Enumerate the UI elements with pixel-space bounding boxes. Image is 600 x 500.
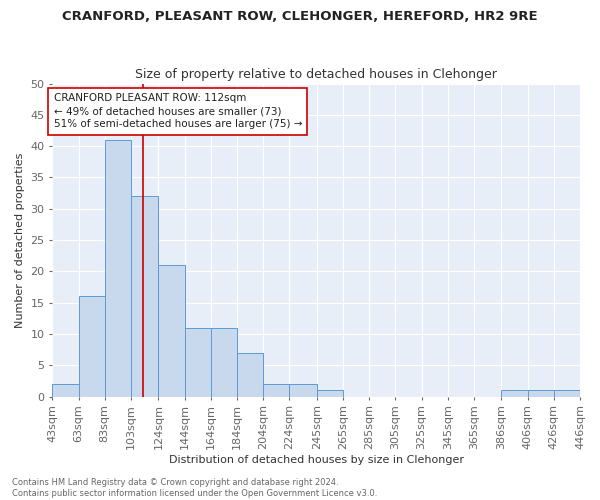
Bar: [237, 353, 263, 397]
Title: Size of property relative to detached houses in Clehonger: Size of property relative to detached ho…: [135, 68, 497, 81]
Bar: [211, 328, 237, 396]
Bar: [502, 390, 527, 396]
Bar: [527, 390, 554, 396]
Bar: [263, 384, 289, 396]
X-axis label: Distribution of detached houses by size in Clehonger: Distribution of detached houses by size …: [169, 455, 464, 465]
Y-axis label: Number of detached properties: Number of detached properties: [15, 152, 25, 328]
Bar: [185, 328, 211, 396]
Bar: [289, 384, 317, 396]
Text: CRANFORD PLEASANT ROW: 112sqm
← 49% of detached houses are smaller (73)
51% of s: CRANFORD PLEASANT ROW: 112sqm ← 49% of d…: [53, 93, 302, 130]
Bar: [52, 384, 79, 396]
Bar: [158, 265, 185, 396]
Bar: [317, 390, 343, 396]
Bar: [104, 140, 131, 396]
Bar: [79, 296, 104, 396]
Bar: [554, 390, 580, 396]
Text: CRANFORD, PLEASANT ROW, CLEHONGER, HEREFORD, HR2 9RE: CRANFORD, PLEASANT ROW, CLEHONGER, HEREF…: [62, 10, 538, 23]
Bar: [131, 196, 158, 396]
Text: Contains HM Land Registry data © Crown copyright and database right 2024.
Contai: Contains HM Land Registry data © Crown c…: [12, 478, 377, 498]
